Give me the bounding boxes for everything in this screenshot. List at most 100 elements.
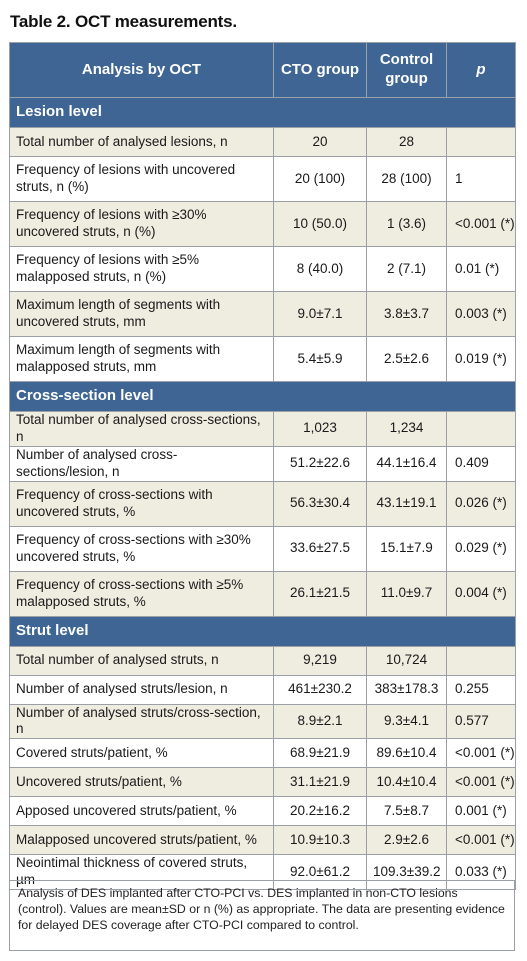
p-value: <0.001 (*) [446,201,516,247]
control-value: 10,724 [366,645,447,676]
table-row: Frequency of cross-sections with ≥30% un… [9,525,516,572]
section-label: Strut level [9,615,516,647]
header-control-group: Control group [366,42,447,98]
p-value: <0.001 (*) [446,825,516,856]
p-value: 0.029 (*) [446,525,516,572]
cto-value: 51.2±22.6 [273,445,367,482]
row-label: Frequency of lesions with ≥5% malapposed… [9,246,274,292]
cto-value: 8 (40.0) [273,246,367,292]
control-value: 89.6±10.4 [366,738,447,769]
control-value: 383±178.3 [366,674,447,705]
cto-value: 33.6±27.5 [273,525,367,572]
section-label: Lesion level [9,97,516,128]
control-value: 10.4±10.4 [366,767,447,798]
table-row: Frequency of lesions with ≥30% uncovered… [9,201,516,247]
row-label: Total number of analysed struts, n [9,645,274,676]
p-value: 0.01 (*) [446,246,516,292]
p-value: <0.001 (*) [446,767,516,798]
p-value: 0.255 [446,674,516,705]
cto-value: 5.4±5.9 [273,336,367,382]
row-label: Frequency of lesions with uncovered stru… [9,156,274,202]
cto-value: 9,219 [273,645,367,676]
table-row: Frequency of cross-sections with uncover… [9,480,516,527]
cto-value: 20 [273,127,367,157]
control-value: 15.1±7.9 [366,525,447,572]
p-value: 0.019 (*) [446,336,516,382]
section-header-row: Cross-section level [9,381,516,412]
control-value: 1 (3.6) [366,201,447,247]
table-body: Lesion level Total number of analysed les… [9,97,516,890]
p-value: <0.001 (*) [446,738,516,769]
control-value: 44.1±16.4 [366,445,447,482]
p-value: 0.001 (*) [446,796,516,827]
table-row: Uncovered struts/patient, % 31.1±21.9 10.4… [9,767,516,798]
cto-value: 26.1±21.5 [273,570,367,617]
row-label: Total number of analysed lesions, n [9,127,274,157]
table-row: Frequency of cross-sections with ≥5% mal… [9,570,516,617]
p-value: 0.033 (*) [446,854,516,890]
cto-value: 9.0±7.1 [273,291,367,337]
row-label: Maximum length of segments with malappos… [9,336,274,382]
row-label: Malapposed uncovered struts/patient, % [9,825,274,856]
cto-value: 68.9±21.9 [273,738,367,769]
control-value: 2 (7.1) [366,246,447,292]
control-value: 1,234 [366,411,447,447]
row-label: Frequency of cross-sections with ≥30% un… [9,525,274,572]
p-value: 0.026 (*) [446,480,516,527]
header-cto-group: CTO group [273,42,367,98]
p-value [446,127,516,157]
table-row: Number of analysed cross-sections/lesion… [9,445,516,482]
table-row: Total number of analysed lesions, n 20 28 [9,127,516,157]
table-row: Maximum length of segments with malappos… [9,336,516,382]
row-label: Number of analysed struts/cross-section,… [9,703,274,740]
control-value: 7.5±8.7 [366,796,447,827]
p-value [446,411,516,447]
control-value: 28 (100) [366,156,447,202]
control-value: 11.0±9.7 [366,570,447,617]
p-value [446,645,516,676]
section-header-row: Lesion level [9,97,516,128]
row-label: Apposed uncovered struts/patient, % [9,796,274,827]
row-label: Maximum length of segments with uncovere… [9,291,274,337]
table-row: Malapposed uncovered struts/patient, % 10… [9,825,516,856]
cto-value: 1,023 [273,411,367,447]
p-value: 1 [446,156,516,202]
table-row: Maximum length of segments with uncovere… [9,291,516,337]
table-header-row: Analysis by OCT CTO group Control group … [9,42,516,98]
table-row: Number of analysed struts/cross-section,… [9,703,516,740]
cto-value: 92.0±61.2 [273,854,367,890]
p-value: 0.003 (*) [446,291,516,337]
control-value: 2.5±2.6 [366,336,447,382]
control-value: 28 [366,127,447,157]
oct-measurements-table: Analysis by OCT CTO group Control group … [9,42,516,890]
row-label: Frequency of lesions with ≥30% uncovered… [9,201,274,247]
table-row: Frequency of lesions with ≥5% malapposed… [9,246,516,292]
cto-value: 31.1±21.9 [273,767,367,798]
control-value: 109.3±39.2 [366,854,447,890]
control-value: 2.9±2.6 [366,825,447,856]
cto-value: 20.2±16.2 [273,796,367,827]
row-label: Covered struts/patient, % [9,738,274,769]
p-value: 0.409 [446,445,516,482]
table-row: Total number of analysed struts, n 9,219 1… [9,645,516,676]
table-row: Apposed uncovered struts/patient, % 20.2±… [9,796,516,827]
section-label: Cross-section level [9,381,516,412]
table-row: Neointimal thickness of covered struts, … [9,854,516,890]
row-label: Neointimal thickness of covered struts, … [9,854,274,890]
section-header-row: Strut level [9,615,516,647]
table-row: Covered struts/patient, % 68.9±21.9 89.6±1… [9,738,516,769]
header-p-value: p [446,42,516,98]
cto-value: 8.9±2.1 [273,703,367,740]
control-value: 3.8±3.7 [366,291,447,337]
table-footnote: Analysis of DES implanted after CTO-PCI … [9,880,515,951]
cto-value: 10 (50.0) [273,201,367,247]
cto-value: 10.9±10.3 [273,825,367,856]
cto-value: 20 (100) [273,156,367,202]
cto-value: 56.3±30.4 [273,480,367,527]
table-row: Number of analysed struts/lesion, n 461±2… [9,674,516,705]
cto-value: 461±230.2 [273,674,367,705]
p-value: 0.577 [446,703,516,740]
row-label: Number of analysed struts/lesion, n [9,674,274,705]
table-row: Total number of analysed cross-sections,… [9,411,516,447]
